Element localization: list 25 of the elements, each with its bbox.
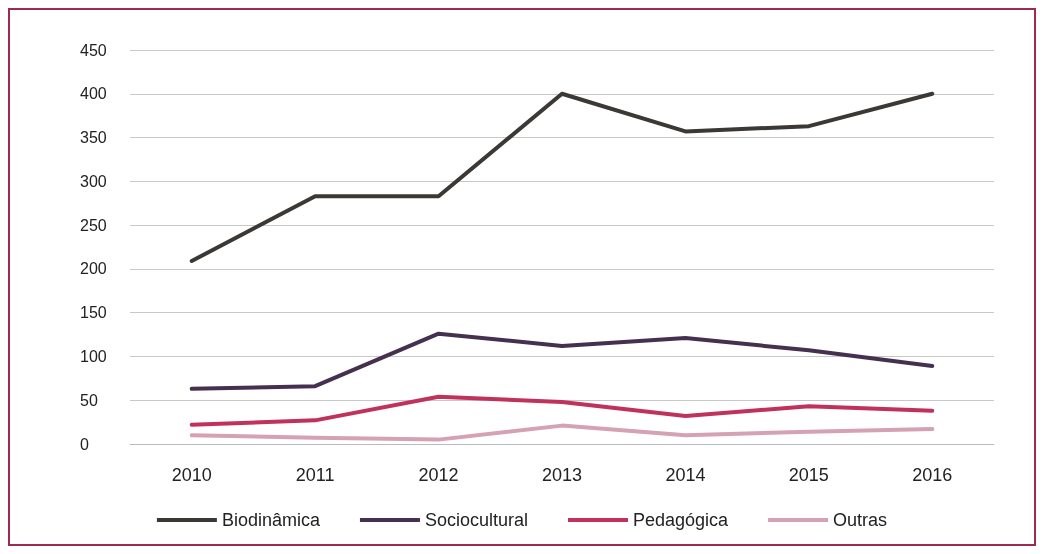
- line-series: [189, 91, 935, 264]
- x-tick-label: 2010: [171, 465, 212, 485]
- x-tick-label: 2014: [665, 465, 706, 485]
- x-tick-label: 2016: [912, 465, 953, 485]
- line-series: [189, 423, 935, 442]
- y-tick-label: 350: [80, 129, 107, 147]
- x-tick-label: 2013: [541, 465, 583, 485]
- legend-label: Sociocultural: [424, 510, 529, 530]
- legend-label: Pedagógica: [633, 510, 730, 530]
- y-tick-label: 150: [80, 304, 107, 322]
- y-tick-label: 100: [80, 347, 107, 365]
- y-tick-label: 250: [80, 216, 107, 234]
- legend-label: Biodinâmica: [221, 510, 321, 530]
- y-tick-label: 300: [80, 172, 107, 190]
- legend-label: Outras: [833, 510, 888, 530]
- x-tick-label: 2015: [788, 465, 829, 485]
- y-tick-label: 50: [80, 391, 98, 409]
- x-tick-label: 2011: [295, 465, 335, 485]
- y-tick-label: 450: [80, 41, 107, 59]
- y-tick-label: 0: [80, 435, 89, 453]
- y-tick-label: 200: [80, 260, 107, 278]
- y-tick-label: 400: [80, 85, 107, 103]
- x-tick-label: 2012: [418, 465, 459, 485]
- line-series: [189, 331, 935, 391]
- line-series: [189, 394, 935, 427]
